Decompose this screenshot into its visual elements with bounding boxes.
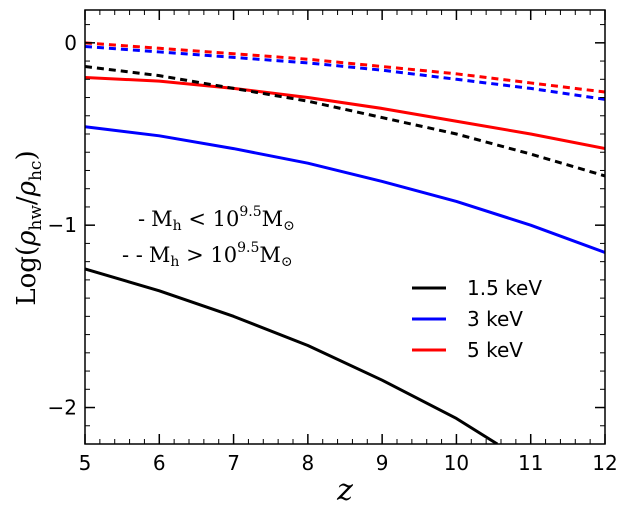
x-tick-label: 9 <box>376 451 389 475</box>
series-line-5kev-solid <box>85 75 605 151</box>
x-tick-label: 12 <box>592 451 617 475</box>
series-layer <box>85 41 605 444</box>
ticks-layer: 5 6 7 8 9 10 11 12 0 −1 −2 <box>48 10 618 475</box>
x-tick-label: 5 <box>79 451 92 475</box>
y-tick-label: −1 <box>48 213 77 237</box>
legend-label-1p5kev: 1.5 keV <box>467 276 542 300</box>
x-axis-label: z <box>336 473 353 508</box>
y-tick-label: 0 <box>64 31 77 55</box>
y-tick-label: −2 <box>48 396 77 420</box>
legend-label-3kev: 3 keV <box>467 307 523 331</box>
x-tick-label: 10 <box>444 451 469 475</box>
legend: 1.5 keV 3 keV 5 keV <box>412 276 542 362</box>
series-line-3kev-solid <box>85 125 605 254</box>
plot-frame <box>84 9 606 445</box>
series-line-15kev-solid <box>85 267 499 444</box>
x-tick-label: 7 <box>227 451 240 475</box>
x-tick-label: 6 <box>153 451 166 475</box>
annotation-low-mass: - Mh < 109.5M⊙ <box>138 204 295 234</box>
series-line-3kev-dashed <box>85 44 605 101</box>
y-axis-label: Log(ρhw/ρhc) <box>12 150 46 305</box>
legend-label-5kev: 5 keV <box>467 338 523 362</box>
series-line-5kev-dashed <box>85 41 605 94</box>
series-line-15kev-dashed <box>85 65 605 178</box>
x-tick-label: 8 <box>301 451 314 475</box>
annotation-high-mass: - - Mh > 109.5M⊙ <box>122 240 293 270</box>
x-tick-label: 11 <box>518 451 543 475</box>
